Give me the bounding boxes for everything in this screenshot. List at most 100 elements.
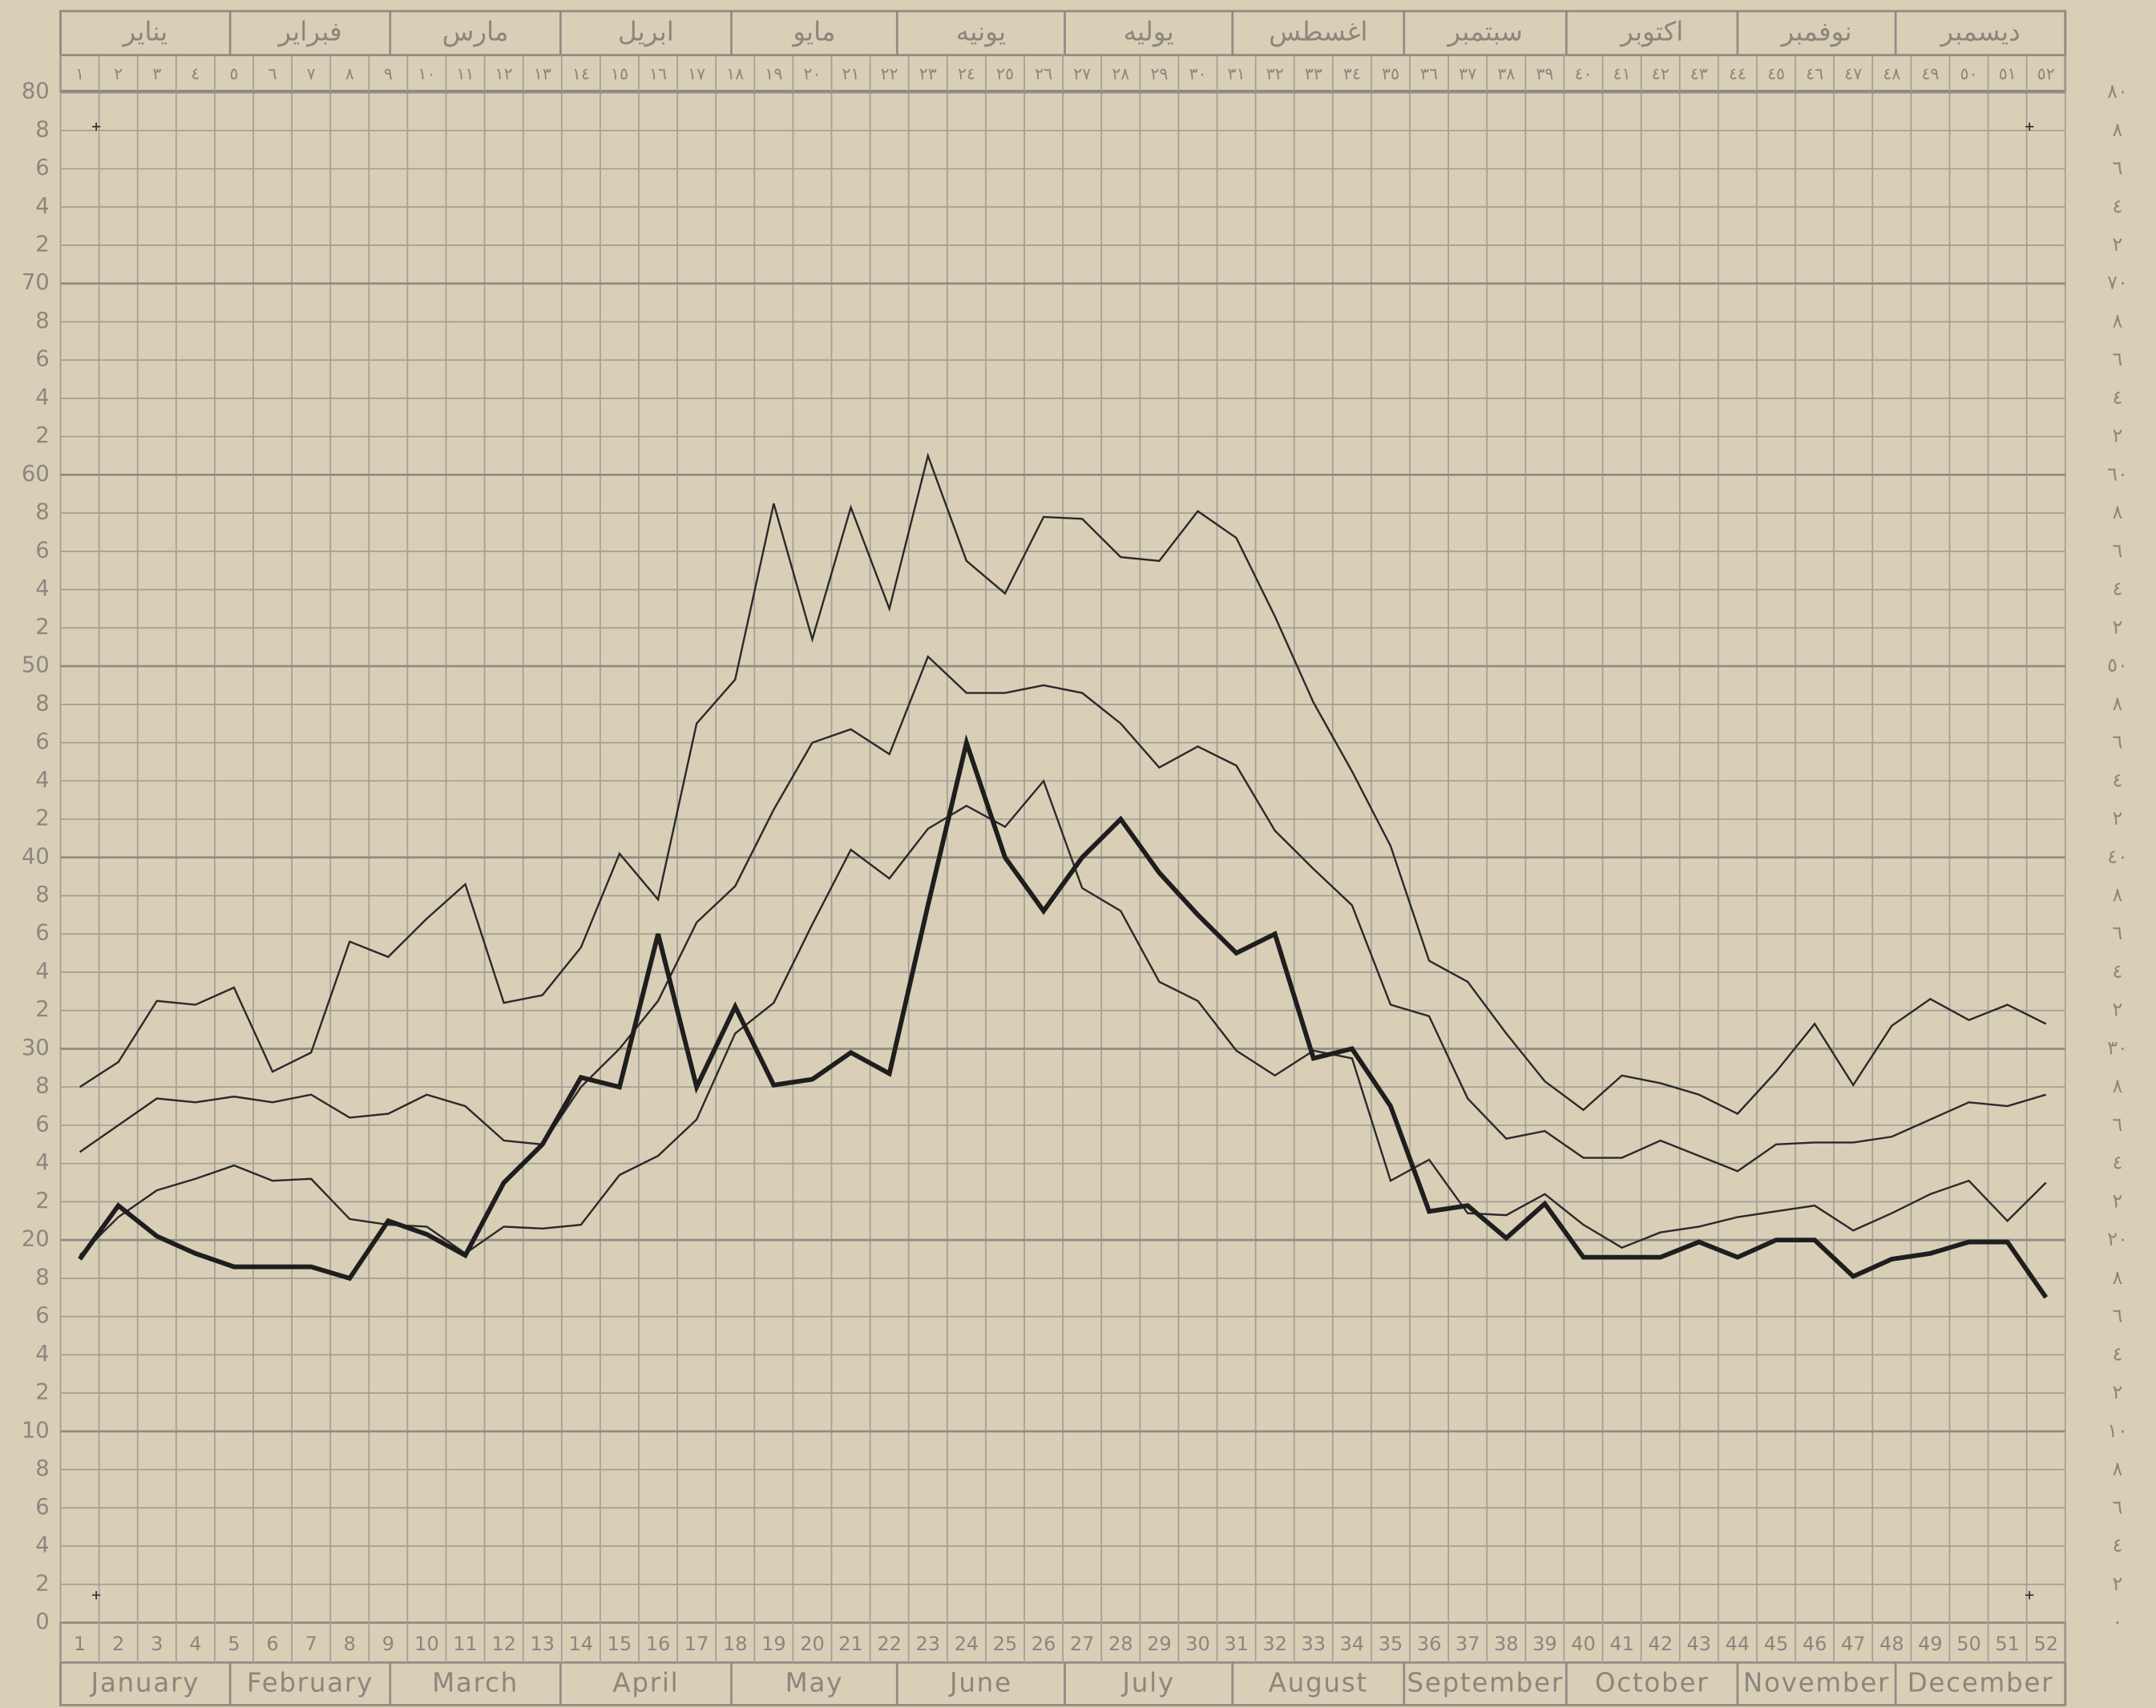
y-tick-label: 8 <box>35 882 49 907</box>
x-tick-label: 18 <box>723 1633 748 1655</box>
week-label-arabic: ٣٩ <box>1536 64 1553 83</box>
week-label-arabic: ١٢ <box>495 64 513 83</box>
data-line <box>78 733 2049 1299</box>
y-tick-label: 30 <box>22 1036 50 1060</box>
y2-tick-label: ٨ <box>2113 1075 2123 1097</box>
y-tick-label: 2 <box>35 1571 49 1596</box>
y2-tick-label: ٤ <box>2113 195 2123 217</box>
x-tick-label: 14 <box>569 1633 594 1655</box>
x-tick-label: 37 <box>1456 1633 1480 1655</box>
y-tick-label: 2 <box>35 806 49 831</box>
x-tick-label: 49 <box>1918 1633 1943 1655</box>
x-tick-label: 48 <box>1879 1633 1904 1655</box>
x-tick-label: 28 <box>1108 1633 1133 1655</box>
week-label-arabic: ٤٠ <box>1574 64 1592 83</box>
y-tick-label: 20 <box>22 1227 50 1252</box>
y2-tick-label: ٨ <box>2113 884 2123 906</box>
x-tick-label: 9 <box>382 1633 394 1655</box>
y2-tick-label: ٨ <box>2113 309 2123 332</box>
registration-mark <box>2025 1591 2034 1600</box>
x-tick-label: 23 <box>915 1633 940 1655</box>
month-label-arabic: سبتمبر <box>1446 16 1523 46</box>
week-label-arabic: ٢٢ <box>881 64 898 83</box>
week-label-arabic: ٥ <box>229 64 238 83</box>
registration-mark <box>91 122 101 131</box>
y2-tick-label: ٤ <box>2113 386 2123 409</box>
y-tick-label: 10 <box>22 1418 50 1443</box>
y2-tick-label: ٣٠ <box>2107 1036 2128 1059</box>
y-tick-label: 50 <box>22 653 50 678</box>
y2-tick-label: ٤ <box>2113 960 2123 983</box>
week-label-arabic: ٤٧ <box>1844 64 1862 83</box>
x-tick-label: 24 <box>955 1633 979 1655</box>
month-label: June <box>948 1668 1012 1698</box>
week-label-arabic: ٤٢ <box>1652 64 1669 83</box>
week-label-arabic: ٤١ <box>1613 64 1631 83</box>
month-label-arabic: يونيه <box>956 16 1006 46</box>
x-tick-label: 19 <box>761 1633 786 1655</box>
x-tick-label: 16 <box>646 1633 671 1655</box>
y-tick-label: 6 <box>35 1112 49 1137</box>
week-label-arabic: ٧ <box>307 64 316 83</box>
week-label-arabic: ٥١ <box>1999 64 2017 83</box>
x-tick-label: 44 <box>1726 1633 1750 1655</box>
y2-tick-label: ٢٠ <box>2107 1228 2128 1250</box>
week-label-arabic: ٢٧ <box>1073 64 1091 83</box>
y-tick-label: 2 <box>35 232 49 257</box>
y2-tick-label: ٨ <box>2113 1458 2123 1480</box>
x-tick-label: 35 <box>1379 1633 1403 1655</box>
month-label-arabic: ابريل <box>618 16 674 46</box>
y2-tick-label: ٦ <box>2113 1496 2123 1518</box>
y-tick-label: 6 <box>35 921 49 946</box>
x-tick-label: 11 <box>453 1633 478 1655</box>
x-tick-label: 43 <box>1687 1633 1712 1655</box>
y-tick-label: 4 <box>35 385 49 410</box>
x-tick-label: 29 <box>1147 1633 1172 1655</box>
y-tick-label: 8 <box>35 500 49 525</box>
week-label-arabic: ١١ <box>456 64 474 83</box>
week-label-arabic: ٤٦ <box>1806 64 1823 83</box>
y2-tick-label: ٨ <box>2113 119 2123 141</box>
month-label-arabic: مارس <box>442 16 509 46</box>
y-tick-label: 6 <box>35 155 49 180</box>
x-tick-label: 15 <box>608 1633 632 1655</box>
registration-mark <box>2025 122 2034 131</box>
month-label-arabic: مايو <box>791 16 835 46</box>
x-tick-label: 21 <box>838 1633 863 1655</box>
y-tick-label: 4 <box>35 194 49 219</box>
month-label-arabic: اغسطس <box>1269 16 1367 46</box>
y2-tick-label: ٦ <box>2113 731 2123 753</box>
month-label: July <box>1120 1668 1174 1698</box>
x-tick-label: 50 <box>1956 1633 1981 1655</box>
week-label-arabic: ٨ <box>345 64 354 83</box>
week-label-arabic: ١٦ <box>649 64 667 83</box>
data-line <box>79 452 2047 1116</box>
registration-mark <box>91 1591 101 1600</box>
week-label-arabic: ٢٨ <box>1112 64 1129 83</box>
x-tick-label: 25 <box>993 1633 1018 1655</box>
x-tick-label: 36 <box>1417 1633 1442 1655</box>
y2-tick-label: ٤٠ <box>2107 846 2128 868</box>
y-tick-label: 2 <box>35 1189 49 1213</box>
x-tick-label: 7 <box>305 1633 317 1655</box>
month-label: November <box>1743 1668 1890 1698</box>
month-label: January <box>90 1668 200 1698</box>
y2-tick-label: ٦ <box>2113 348 2123 370</box>
week-label-arabic: ٣٤ <box>1343 64 1361 83</box>
x-tick-label: 41 <box>1609 1633 1634 1655</box>
y2-tick-label: ٢ <box>2113 233 2123 256</box>
week-label-arabic: ١٩ <box>765 64 782 83</box>
y2-tick-label: ٤ <box>2113 1343 2123 1365</box>
y-tick-label: 8 <box>35 117 49 142</box>
y2-tick-label: ٢ <box>2113 999 2123 1021</box>
data-line <box>79 655 2047 1173</box>
week-label-arabic: ٥٠ <box>1960 64 1977 83</box>
x-tick-label: 46 <box>1803 1633 1827 1655</box>
y-tick-label: 4 <box>35 768 49 793</box>
y-tick-label: 2 <box>35 1380 49 1405</box>
month-label: April <box>612 1668 679 1698</box>
x-tick-label: 12 <box>491 1633 516 1655</box>
y-tick-label: 80 <box>22 79 50 104</box>
